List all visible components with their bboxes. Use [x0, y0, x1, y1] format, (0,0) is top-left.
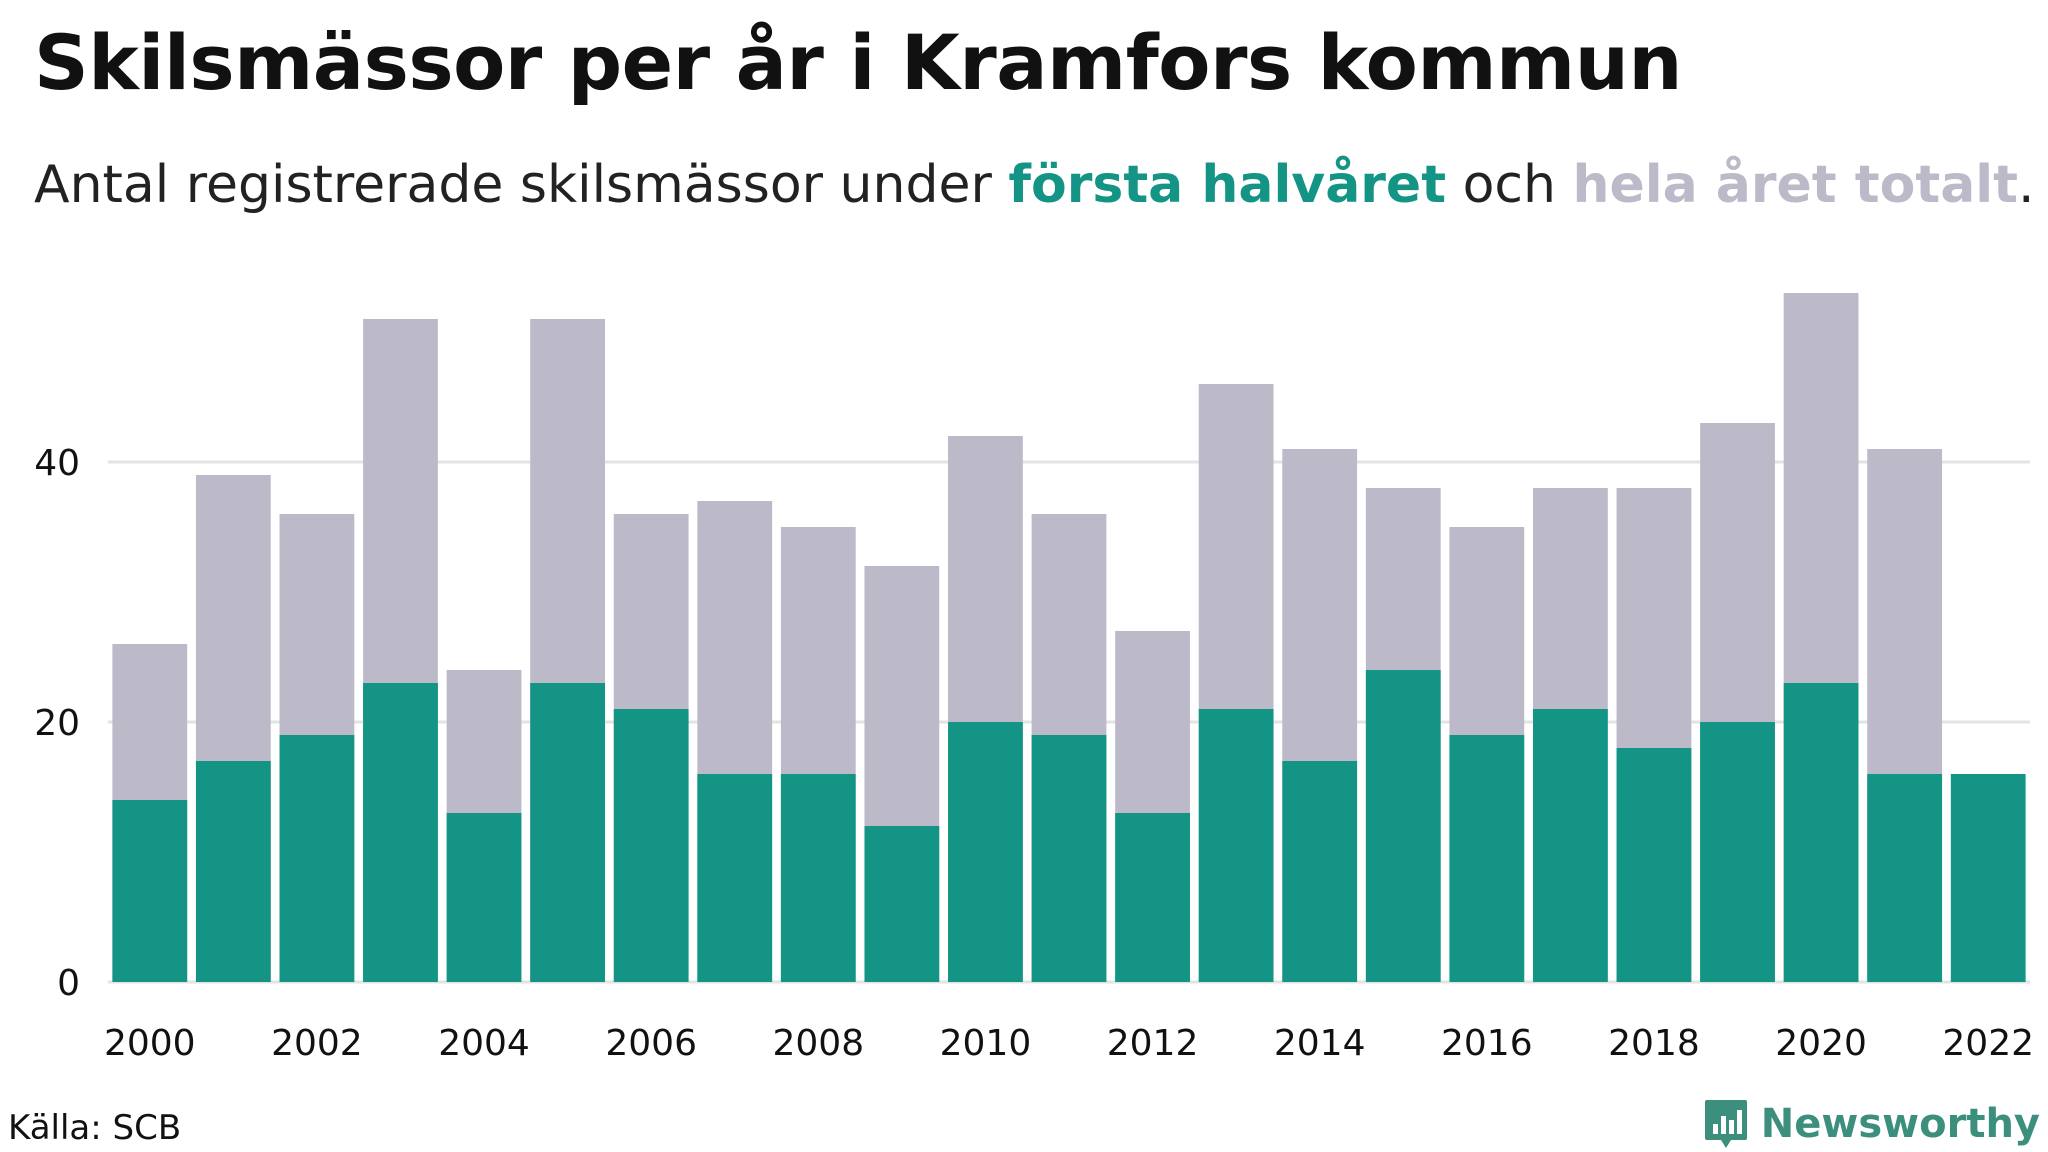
chart-title: Skilsmässor per år i Kramfors kommun	[34, 18, 1682, 107]
bar-first-half-2021	[1867, 774, 1943, 982]
x-tick-label: 2014	[1274, 1023, 1366, 1064]
x-tick-label: 2010	[940, 1023, 1032, 1064]
x-tick-label: 2020	[1775, 1023, 1867, 1064]
x-tick-label: 2002	[271, 1023, 363, 1064]
bar-first-half-2018	[1616, 748, 1692, 982]
subtitle-series-full-year: hela året totalt	[1572, 155, 2018, 215]
subtitle-suffix: .	[2017, 155, 2035, 215]
x-tick-label: 2006	[605, 1023, 697, 1064]
bar-first-half-2006	[613, 709, 689, 982]
x-tick-label: 2004	[438, 1023, 530, 1064]
bar-first-half-2007	[697, 774, 773, 982]
brand-logo: Newsworthy	[1703, 1098, 2040, 1150]
bar-first-half-2016	[1449, 735, 1525, 982]
bar-first-half-2010	[948, 722, 1023, 982]
bar-first-half-2012	[1115, 813, 1190, 982]
source-note: Källa: SCB	[8, 1108, 182, 1148]
bar-first-half-2001	[195, 761, 271, 982]
subtitle-series-first-half: första halvåret	[1008, 155, 1447, 215]
x-tick-label: 2012	[1107, 1023, 1199, 1064]
x-tick-label: 2016	[1441, 1023, 1533, 1064]
brand-name: Newsworthy	[1760, 1101, 2040, 1147]
y-axis-ticks: 0 20 40	[34, 443, 80, 1004]
subtitle-prefix: Antal registrerade skilsmässor under	[34, 155, 1009, 215]
bar-first-half-2005	[530, 683, 606, 982]
first-half-bars	[112, 670, 2026, 982]
x-tick-label: 2000	[104, 1023, 196, 1064]
y-tick-label: 40	[34, 443, 80, 484]
x-tick-label: 2008	[772, 1023, 864, 1064]
newsworthy-logo-icon	[1704, 1100, 1747, 1148]
y-tick-label: 20	[34, 703, 80, 744]
subtitle-middle: och	[1446, 155, 1573, 215]
x-tick-label: 2018	[1608, 1023, 1700, 1064]
bar-first-half-2020	[1783, 683, 1859, 982]
chart-subtitle: Antal registrerade skilsmässor under för…	[34, 155, 2035, 215]
y-tick-label: 0	[57, 963, 80, 1004]
bar-first-half-2013	[1198, 709, 1274, 982]
bar-first-half-2022	[1950, 774, 2026, 982]
bar-first-half-2009	[864, 826, 940, 982]
bar-first-half-2002	[279, 735, 355, 982]
bar-first-half-2003	[363, 683, 438, 982]
bar-first-half-2011	[1031, 735, 1107, 982]
x-axis-ticks: 2000 2002 2004 2006 2008 2010 2012 2014 2016 2018…	[104, 1023, 2034, 1064]
bar-first-half-2015	[1365, 670, 1441, 982]
bar-first-half-2019	[1700, 722, 1775, 982]
bar-first-half-2004	[446, 813, 522, 982]
bar-first-half-2014	[1282, 761, 1358, 982]
bar-first-half-2000	[112, 800, 188, 982]
x-tick-label: 2022	[1942, 1023, 2034, 1064]
bar-first-half-2017	[1532, 709, 1608, 982]
bar-first-half-2008	[780, 774, 856, 982]
